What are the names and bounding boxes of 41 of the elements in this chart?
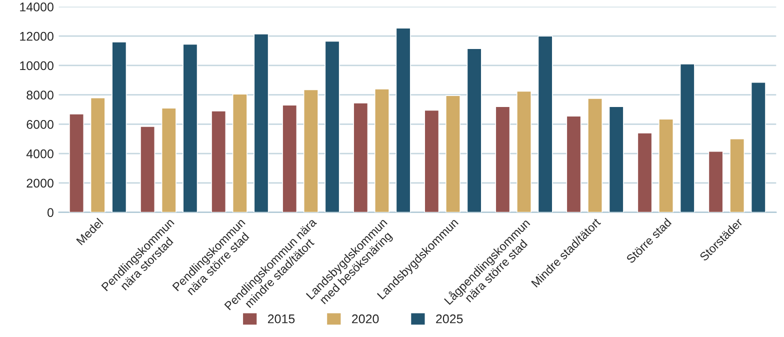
bar [730,138,745,212]
y-tick-label: 2000 [26,178,54,188]
bar [182,44,198,212]
bar [232,94,248,212]
y-tick-label: 8000 [26,90,54,100]
bar [161,108,176,212]
bar [445,95,461,212]
bar [112,42,127,212]
bar [282,104,298,212]
y-tick-label: 6000 [26,120,54,129]
bar [324,40,340,212]
legend-label: 2020 [352,314,379,324]
bar [658,118,674,212]
bar [538,36,553,212]
bar [424,110,440,212]
y-tick-label: 10000 [20,61,54,70]
bar [353,102,368,212]
legend-label: 2015 [268,314,295,324]
bar [303,89,318,212]
bar [211,110,226,212]
y-tick-label: 14000 [20,2,54,12]
bar [374,88,390,212]
y-tick-label: 12000 [20,32,54,41]
bar [566,116,582,212]
bar [750,82,766,212]
bar [708,150,724,212]
bar [637,132,652,212]
legend-label: 2025 [436,314,463,324]
y-tick-label: 4000 [26,149,54,158]
bar [69,114,84,212]
bar [608,106,624,212]
bar [516,90,532,212]
bar [140,126,156,212]
y-tick-label: 0 [47,208,54,217]
bar [90,97,106,212]
bar [254,33,269,212]
bar [588,98,603,212]
bar [680,64,695,212]
bar [495,106,510,212]
bar [396,28,411,212]
bar [466,48,482,212]
